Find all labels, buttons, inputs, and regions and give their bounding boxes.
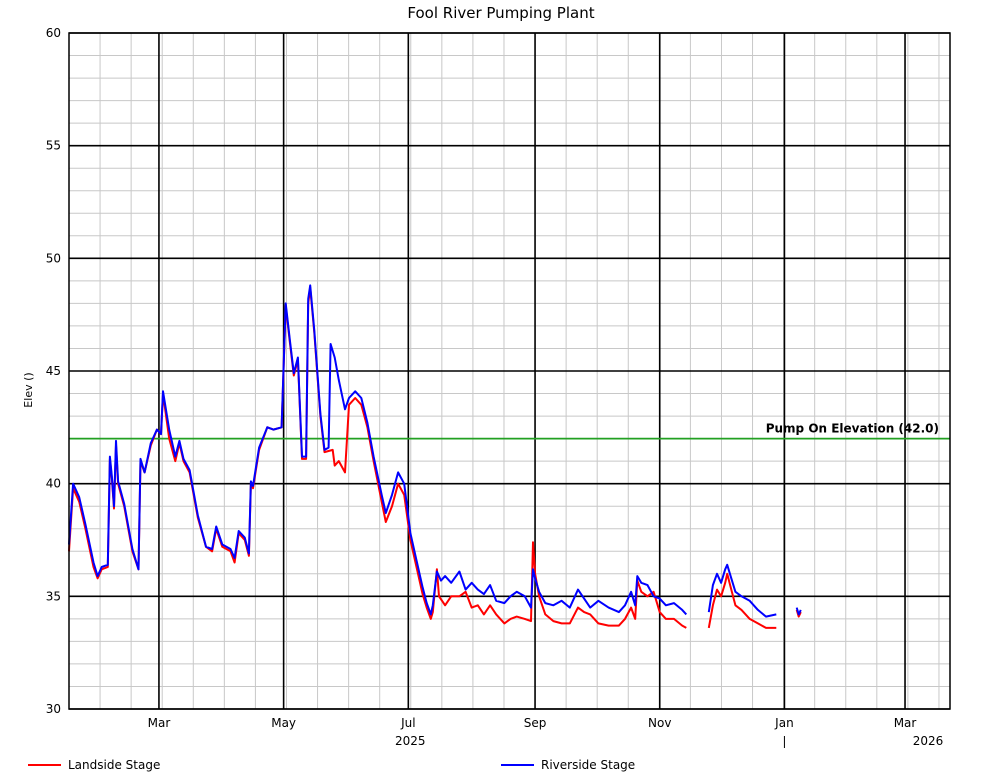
legend-label: Landside Stage bbox=[68, 758, 160, 772]
y-tick-label: 45 bbox=[46, 364, 61, 378]
reference-line-group: Pump On Elevation (42.0) bbox=[69, 422, 950, 440]
y-tick-label: 50 bbox=[46, 251, 61, 265]
legend-label: Riverside Stage bbox=[541, 758, 635, 772]
landside-stage-line bbox=[68, 286, 687, 629]
x-tick-label: May bbox=[271, 716, 296, 730]
y-tick-label: 60 bbox=[46, 26, 61, 40]
x-year-label: 2026 bbox=[913, 734, 944, 748]
riverside-stage-line bbox=[68, 284, 688, 616]
landside-stage-line bbox=[707, 572, 777, 629]
x-tick-label: Jul bbox=[400, 716, 415, 730]
grid-lines bbox=[68, 32, 950, 710]
x-tick-label: Mar bbox=[148, 716, 171, 730]
y-axis-label: Elev () bbox=[22, 372, 35, 407]
x-tick-label: Nov bbox=[648, 716, 671, 730]
x-year-label: 2025 bbox=[395, 734, 426, 748]
y-tick-label: 40 bbox=[46, 477, 61, 491]
y-tick-label: 30 bbox=[46, 702, 61, 716]
x-tick-label: Mar bbox=[894, 716, 917, 730]
x-tick-label: Jan bbox=[774, 716, 794, 730]
y-tick-labels: 30 35 40 45 50 55 60 bbox=[46, 26, 61, 716]
series-lines bbox=[68, 284, 802, 629]
chart-title: Fool River Pumping Plant bbox=[407, 4, 594, 22]
pump-on-elevation-label: Pump On Elevation (42.0) bbox=[766, 422, 939, 436]
y-tick-label: 35 bbox=[46, 589, 61, 603]
legend: Landside Stage Riverside Stage bbox=[28, 758, 635, 772]
x-tick-label: Sep bbox=[524, 716, 547, 730]
x-tick-labels: Mar May Jul Sep Nov Jan Mar 2025 2026 bbox=[148, 716, 944, 748]
riverside-stage-line bbox=[795, 607, 802, 616]
plot-frame bbox=[68, 32, 951, 710]
riverside-stage-line bbox=[707, 563, 777, 618]
y-tick-label: 55 bbox=[46, 139, 61, 153]
